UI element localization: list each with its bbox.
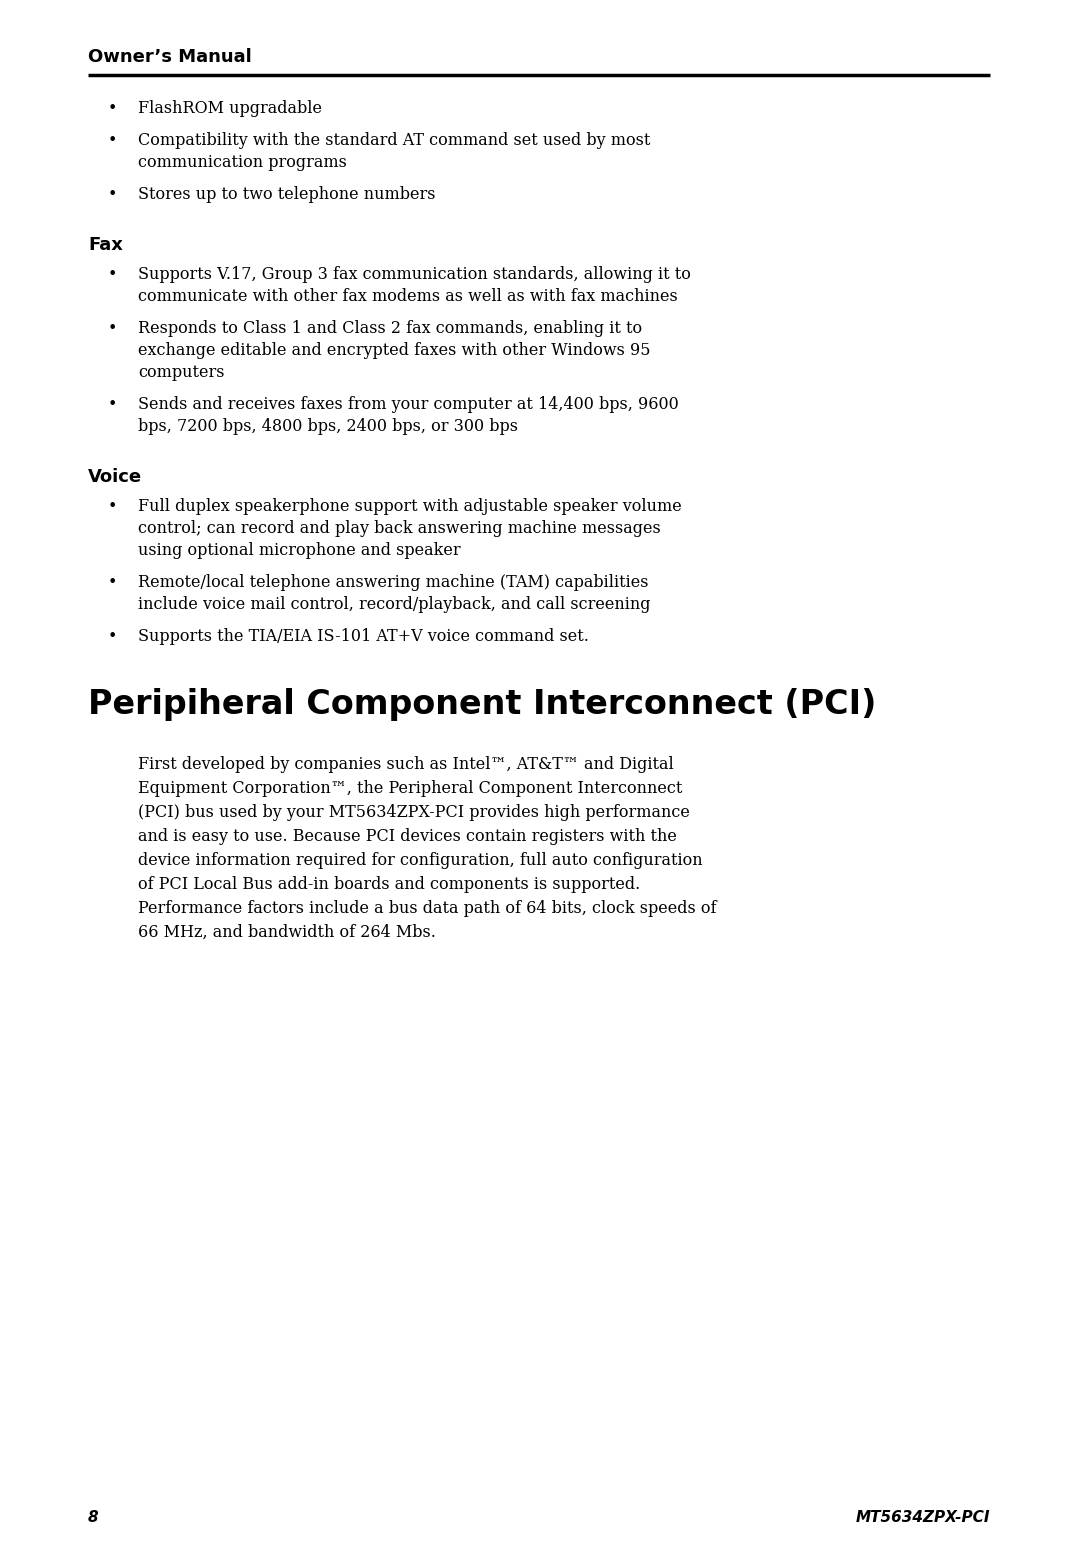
Text: Full duplex speakerphone support with adjustable speaker volume: Full duplex speakerphone support with ad… <box>138 499 681 516</box>
Text: •: • <box>108 320 118 337</box>
Text: MT5634ZPX-PCI: MT5634ZPX-PCI <box>855 1510 990 1525</box>
Text: of PCI Local Bus add-in boards and components is supported.: of PCI Local Bus add-in boards and compo… <box>138 876 640 893</box>
Text: bps, 7200 bps, 4800 bps, 2400 bps, or 300 bps: bps, 7200 bps, 4800 bps, 2400 bps, or 30… <box>138 418 518 435</box>
Text: Fax: Fax <box>87 236 123 255</box>
Text: Equipment Corporation™, the Peripheral Component Interconnect: Equipment Corporation™, the Peripheral C… <box>138 780 683 797</box>
Text: 8: 8 <box>87 1510 98 1525</box>
Text: Remote/local telephone answering machine (TAM) capabilities: Remote/local telephone answering machine… <box>138 575 648 592</box>
Text: Voice: Voice <box>87 467 143 486</box>
Text: include voice mail control, record/playback, and call screening: include voice mail control, record/playb… <box>138 596 650 613</box>
Text: and is easy to use. Because PCI devices contain registers with the: and is easy to use. Because PCI devices … <box>138 828 677 845</box>
Text: (PCI) bus used by your MT5634ZPX-PCI provides high performance: (PCI) bus used by your MT5634ZPX-PCI pro… <box>138 804 690 822</box>
Text: using optional microphone and speaker: using optional microphone and speaker <box>138 542 461 559</box>
Text: •: • <box>108 266 118 283</box>
Text: •: • <box>108 186 118 203</box>
Text: device information required for configuration, full auto configuration: device information required for configur… <box>138 853 703 870</box>
Text: Sends and receives faxes from your computer at 14,400 bps, 9600: Sends and receives faxes from your compu… <box>138 396 678 413</box>
Text: •: • <box>108 575 118 592</box>
Text: •: • <box>108 627 118 644</box>
Text: exchange editable and encrypted faxes with other Windows 95: exchange editable and encrypted faxes wi… <box>138 342 650 359</box>
Text: Supports V.17, Group 3 fax communication standards, allowing it to: Supports V.17, Group 3 fax communication… <box>138 266 691 283</box>
Text: •: • <box>108 132 118 149</box>
Text: computers: computers <box>138 363 225 380</box>
Text: Performance factors include a bus data path of 64 bits, clock speeds of: Performance factors include a bus data p… <box>138 901 716 916</box>
Text: Responds to Class 1 and Class 2 fax commands, enabling it to: Responds to Class 1 and Class 2 fax comm… <box>138 320 643 337</box>
Text: 66 MHz, and bandwidth of 264 Mbs.: 66 MHz, and bandwidth of 264 Mbs. <box>138 924 436 941</box>
Text: Supports the TIA/EIA IS-101 AT+V voice command set.: Supports the TIA/EIA IS-101 AT+V voice c… <box>138 627 589 644</box>
Text: FlashROM upgradable: FlashROM upgradable <box>138 99 322 116</box>
Text: control; can record and play back answering machine messages: control; can record and play back answer… <box>138 520 661 537</box>
Text: •: • <box>108 396 118 413</box>
Text: communication programs: communication programs <box>138 154 347 171</box>
Text: Compatibility with the standard AT command set used by most: Compatibility with the standard AT comma… <box>138 132 650 149</box>
Text: Owner’s Manual: Owner’s Manual <box>87 48 252 65</box>
Text: First developed by companies such as Intel™, AT&T™ and Digital: First developed by companies such as Int… <box>138 756 674 773</box>
Text: Peripiheral Component Interconnect (PCI): Peripiheral Component Interconnect (PCI) <box>87 688 876 721</box>
Text: communicate with other fax modems as well as with fax machines: communicate with other fax modems as wel… <box>138 287 678 304</box>
Text: •: • <box>108 99 118 116</box>
Text: Stores up to two telephone numbers: Stores up to two telephone numbers <box>138 186 435 203</box>
Text: •: • <box>108 499 118 516</box>
